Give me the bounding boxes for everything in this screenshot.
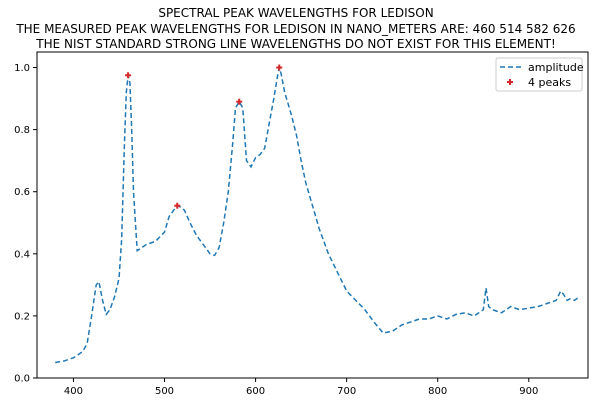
y-tick-label: 0.2 [14,311,30,322]
y-tick-label: 1.0 [14,63,30,74]
legend: amplitude 4 peaks [495,57,584,92]
peak-marker [174,202,181,209]
x-tick-label: 500 [155,386,174,397]
chart-subtitle-measured: THE MEASURED PEAK WAVELENGTHS FOR LEDISO… [15,22,575,36]
title-group: SPECTRAL PEAK WAVELENGTHS FOR LEDISON TH… [15,6,575,51]
plot-area: 400 500 600 700 800 900 0.0 0.2 0.4 0.6 0.8 1.0 [14,51,589,397]
peak-marker [236,98,243,105]
y-tick-label: 0.0 [14,374,30,385]
y-tick-label: 0.4 [14,249,30,260]
x-tick-label: 600 [246,386,265,397]
series-amplitude-line [55,67,580,364]
chart-title: SPECTRAL PEAK WAVELENGTHS FOR LEDISON [158,6,433,20]
axes-frame [36,51,589,379]
y-tick-label: 0.8 [14,125,30,136]
x-tick-label: 800 [428,386,447,397]
x-tick-label: 400 [64,386,83,397]
peak-marker [125,72,132,79]
x-tick-label: 900 [519,386,538,397]
chart-subtitle-nist: THE NIST STANDARD STRONG LINE WAVELENGTH… [35,37,556,51]
legend-peaks-marker [507,79,513,85]
x-tick-label: 700 [337,386,356,397]
y-tick-label: 0.6 [14,187,30,198]
legend-peaks-label: 4 peaks [528,76,571,89]
legend-amplitude-label: amplitude [528,61,584,74]
peak-marker [276,64,283,71]
